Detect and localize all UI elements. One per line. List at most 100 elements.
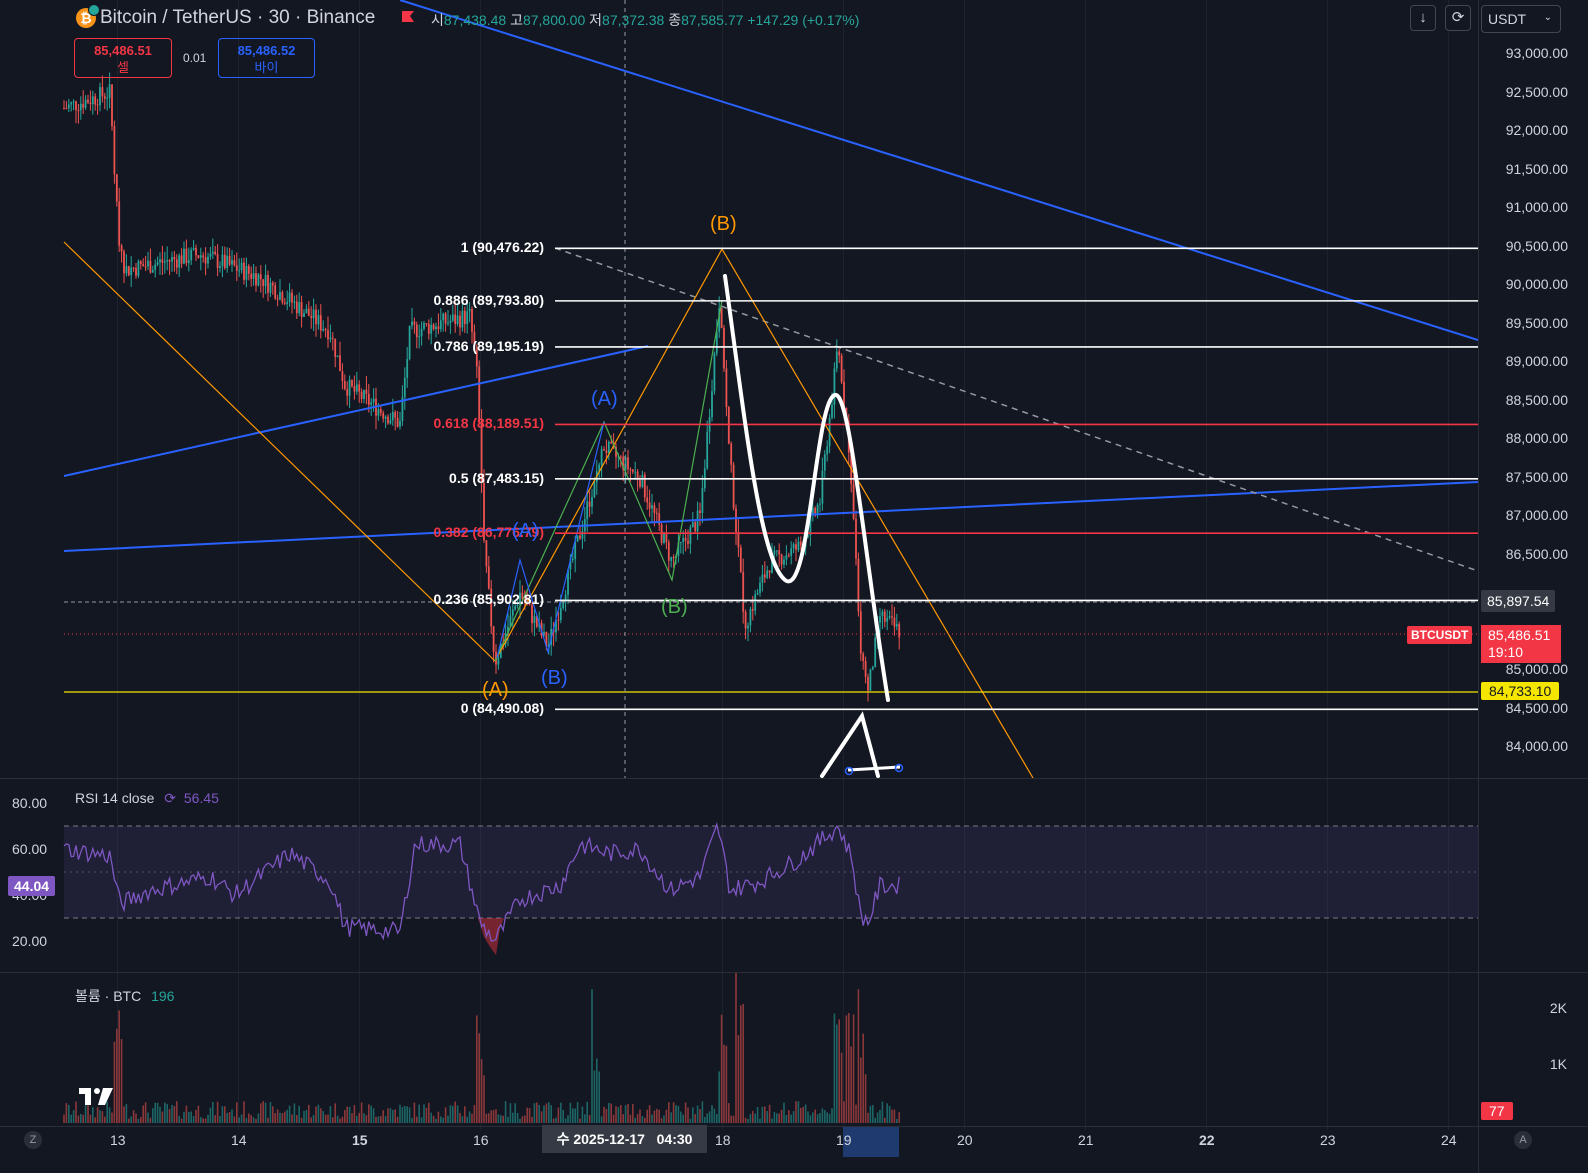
candle-body	[442, 313, 445, 321]
volume-bar	[389, 1108, 392, 1123]
candle-body	[869, 669, 872, 691]
volume-bar	[404, 1106, 406, 1123]
blue-abc-path	[496, 421, 605, 659]
volume-bar	[195, 1109, 197, 1123]
volume-bar	[164, 1102, 166, 1123]
volume-bar	[466, 1116, 468, 1123]
volume-bar	[766, 1111, 768, 1123]
volume-bar	[418, 1104, 420, 1123]
rsi-pane[interactable]	[0, 779, 1478, 972]
candle-body	[636, 471, 639, 480]
arrow-down-icon[interactable]: ↓	[1410, 5, 1436, 31]
order-quantity[interactable]: 0.01	[183, 51, 207, 65]
volume-bar	[216, 1101, 219, 1123]
volume-bar	[207, 1114, 209, 1123]
volume-bar	[315, 1106, 317, 1123]
volume-bar	[248, 1113, 250, 1123]
volume-title[interactable]: 볼륨 · BTC 196	[75, 988, 175, 1004]
volume-bar	[180, 1118, 183, 1123]
volume-bar	[488, 1113, 490, 1123]
candle-body	[101, 87, 104, 97]
refresh-icon[interactable]: ⟳	[1445, 5, 1471, 31]
candle-body	[403, 377, 406, 398]
change-readout: +147.29 (+0.17%)	[747, 12, 860, 28]
alert-price-tag[interactable]: 84,733.10	[1481, 682, 1560, 700]
volume-bar	[696, 1105, 699, 1123]
volume-bar	[483, 1075, 485, 1123]
symbol-title[interactable]: Bitcoin / TetherUS · 30 · Binance	[100, 7, 376, 28]
candle-body	[468, 309, 471, 312]
marker-price-tag: 85,897.54	[1481, 590, 1556, 612]
time-axis[interactable]	[0, 1127, 1478, 1173]
price-chart[interactable]	[0, 0, 1478, 778]
candle-body	[118, 201, 121, 246]
pane-separator[interactable]	[0, 778, 1588, 779]
price-axis-label: 87,500.00	[1505, 468, 1568, 485]
volume-bar	[572, 1108, 574, 1123]
volume-bar	[296, 1114, 298, 1123]
volume-bar	[226, 1112, 228, 1123]
volume-bar	[617, 1107, 620, 1123]
candle-body	[567, 569, 569, 595]
candle-body	[231, 260, 233, 265]
candle-body	[72, 101, 75, 103]
volume-pane[interactable]	[0, 973, 1478, 1125]
volume-bar	[464, 1106, 466, 1123]
trendline-blue-lower	[63, 481, 1478, 552]
volume-bar	[339, 1118, 341, 1123]
candle-body	[367, 393, 370, 405]
price-axis[interactable]: 93,000.00 92,500.00 92,000.00 91,500.00 91,0…	[1478, 0, 1588, 1173]
buy-button[interactable]: 85,486.52 바이	[218, 38, 315, 78]
candle-body	[259, 274, 262, 280]
volume-bar	[298, 1105, 300, 1123]
volume-bar	[718, 1071, 720, 1123]
candle-body	[663, 533, 665, 543]
volume-bar	[192, 1116, 195, 1123]
rsi-title[interactable]: RSI 14 close ⟳ 56.45	[75, 790, 219, 806]
candle-body	[835, 351, 838, 369]
candle-body	[694, 522, 697, 532]
auto-scale-left-button[interactable]: Z	[24, 1131, 42, 1149]
drawing-handle-right	[894, 763, 904, 773]
candle-body	[451, 314, 454, 321]
sell-button[interactable]: 85,486.51 셀	[74, 38, 172, 78]
candle-body	[895, 623, 898, 627]
candle-body	[615, 447, 617, 457]
volume-bar	[348, 1107, 351, 1123]
flag-icon[interactable]	[400, 10, 416, 24]
candle-body	[171, 257, 173, 262]
candle-body	[319, 315, 322, 331]
currency-select[interactable]: USDT ⌄	[1481, 5, 1561, 33]
candle-body	[245, 266, 248, 280]
volume-bar	[171, 1104, 173, 1123]
pane-separator[interactable]	[0, 972, 1588, 973]
volume-bar	[128, 1118, 130, 1123]
volume-bar	[694, 1114, 696, 1123]
volume-bar	[634, 1117, 636, 1123]
candle-body	[168, 260, 171, 262]
auto-scale-button[interactable]: A	[1514, 1131, 1532, 1149]
volume-bar	[358, 1112, 360, 1123]
volume-bar	[869, 1105, 872, 1123]
volume-bar	[260, 1103, 262, 1123]
volume-bar	[176, 1101, 178, 1123]
candle-body	[588, 501, 591, 507]
candle-body	[77, 110, 80, 112]
candle-body	[528, 604, 531, 606]
candle-body	[893, 617, 896, 627]
tradingview-logo[interactable]	[77, 1085, 117, 1107]
candle-body	[300, 302, 303, 317]
volume-bar	[615, 1106, 617, 1123]
candle-body	[759, 582, 761, 593]
volume-bar	[797, 1101, 800, 1123]
candle-body	[725, 368, 728, 408]
volume-bar	[624, 1105, 627, 1123]
candle-body	[859, 611, 862, 654]
volume-bar	[838, 1019, 840, 1123]
candle-body	[747, 625, 749, 629]
volume-bar	[200, 1117, 202, 1123]
volume-bar	[672, 1102, 675, 1123]
candle-body	[276, 298, 279, 300]
last-price-tag: 85,486.51 19:10	[1481, 625, 1561, 663]
volume-bar	[188, 1111, 190, 1123]
